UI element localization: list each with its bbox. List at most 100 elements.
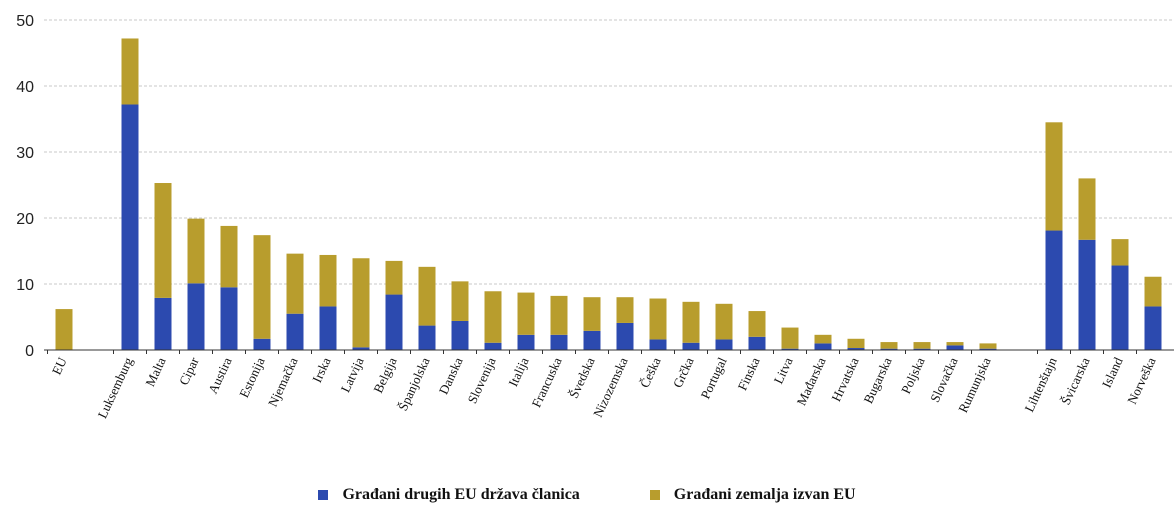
y-tick-label: 0: [25, 343, 34, 360]
x-tick-label: Cipar: [176, 354, 202, 387]
y-tick-label: 10: [16, 277, 34, 294]
bar-non-eu-citizens-13: [517, 292, 535, 335]
bar-non-eu-citizens-22: [814, 334, 832, 344]
x-tick-label: Danska: [436, 355, 466, 397]
x-tick-label: EU: [49, 354, 70, 377]
x-tick-label: Švicarska: [1058, 355, 1093, 407]
bar-non-eu-citizens-18: [682, 301, 700, 343]
bar-eu-citizens-13: [517, 334, 535, 350]
bar-non-eu-citizens-10: [418, 266, 436, 326]
gridlines: [44, 19, 1174, 285]
x-tick-label: Hrvatska: [828, 355, 862, 404]
x-tick-label: Češka: [637, 355, 664, 390]
bar-non-eu-citizens-2: [154, 183, 172, 298]
bar-non-eu-citizens-26: [946, 342, 964, 346]
bar-non-eu-citizens-3: [187, 218, 205, 284]
bar-eu-citizens-30: [1111, 265, 1129, 350]
bar-non-eu-citizens-23: [847, 338, 865, 349]
bar-non-eu-citizens-8: [352, 258, 370, 348]
x-tick-label: Austira: [205, 355, 235, 396]
bar-non-eu-citizens-30: [1111, 239, 1129, 266]
bar-eu-citizens-19: [715, 339, 733, 350]
bar-eu-citizens-26: [946, 345, 964, 350]
legend-label-eu-citizens: Građani drugih EU država članica: [342, 486, 580, 503]
bar-eu-citizens-3: [187, 283, 205, 350]
x-tick-label: Finska: [734, 355, 762, 393]
x-axis-tick-labels: EU Luksemburg Malta Cipar Austira EstonijaNje…: [47, 350, 1159, 421]
y-tick-label: 50: [16, 13, 34, 30]
x-tick-label: Irska: [309, 355, 334, 385]
bar-non-eu-citizens-7: [319, 254, 337, 307]
legend: Građani drugih EU država članica Građani…: [0, 486, 1174, 504]
bar-non-eu-citizens-9: [385, 260, 403, 295]
legend-item-non-eu-citizens: Građani zemalja izvan EU: [649, 486, 856, 504]
bar-non-eu-citizens-6: [286, 253, 304, 314]
x-tick-label: Rumunjska: [955, 355, 994, 415]
bar-eu-citizens-14: [550, 334, 568, 350]
bar-eu-citizens-31: [1144, 306, 1162, 350]
bar-non-eu-citizens-0: [55, 309, 73, 350]
x-tick-label: Francuska: [529, 355, 565, 410]
bars: [55, 38, 1162, 350]
x-tick-label: Slovačka: [927, 355, 961, 405]
bar-non-eu-citizens-15: [583, 297, 601, 331]
x-tick-label: Bugarska: [860, 355, 894, 406]
bar-non-eu-citizens-17: [649, 298, 667, 340]
bar-non-eu-citizens-20: [748, 311, 766, 337]
bar-eu-citizens-12: [484, 342, 502, 350]
x-tick-label: Island: [1099, 354, 1126, 390]
legend-label-non-eu-citizens: Građani zemalja izvan EU: [673, 486, 856, 503]
x-tick-label: Mađarska: [793, 355, 828, 408]
bar-eu-citizens-5: [253, 338, 271, 350]
bar-eu-citizens-23: [847, 348, 865, 350]
x-tick-label: Lihtenštajn: [1021, 354, 1060, 414]
bar-non-eu-citizens-24: [880, 342, 898, 349]
y-axis-tick-labels: 0 10 20 30 40 50: [16, 13, 34, 360]
y-tick-label: 20: [16, 211, 34, 228]
bar-eu-citizens-29: [1078, 239, 1096, 350]
x-tick-label: Slovenija: [464, 355, 498, 406]
stacked-bar-chart: 0 10 20 30 40 50 EU Luksemburg Malta Cipar Austir…: [16, 13, 1174, 421]
bar-eu-citizens-20: [748, 336, 766, 350]
x-tick-label: Njemačka: [265, 355, 301, 409]
bar-eu-citizens-24: [880, 348, 898, 350]
bar-non-eu-citizens-29: [1078, 178, 1096, 240]
x-tick-label: Litva: [771, 355, 796, 386]
x-tick-label: Portugal: [698, 355, 730, 402]
bar-eu-citizens-21: [781, 348, 799, 350]
bar-eu-citizens-28: [1045, 230, 1063, 350]
legend-swatch-eu-citizens: [318, 490, 329, 500]
bar-non-eu-citizens-4: [220, 225, 238, 288]
x-tick-label: Španjolska: [395, 355, 433, 413]
y-tick-label: 30: [16, 145, 34, 162]
bar-non-eu-citizens-5: [253, 235, 271, 339]
bar-eu-citizens-6: [286, 313, 304, 350]
bar-eu-citizens-7: [319, 306, 337, 350]
legend-item-eu-citizens: Građani drugih EU država članica: [318, 486, 580, 504]
bar-non-eu-citizens-31: [1144, 276, 1162, 307]
bar-eu-citizens-17: [649, 339, 667, 350]
x-tick-label: Luksemburg: [94, 354, 135, 420]
bar-eu-citizens-15: [583, 330, 601, 350]
bar-eu-citizens-10: [418, 325, 436, 350]
bar-eu-citizens-9: [385, 294, 403, 350]
bar-non-eu-citizens-28: [1045, 122, 1063, 231]
x-tick-label: Latvija: [338, 355, 367, 395]
x-tick-label: Grčka: [670, 355, 697, 390]
y-tick-label: 40: [16, 79, 34, 96]
x-tick-label: Belgija: [370, 355, 400, 396]
bar-eu-citizens-11: [451, 320, 469, 350]
bar-non-eu-citizens-12: [484, 291, 502, 343]
x-tick-label: Italija: [505, 355, 532, 389]
bar-eu-citizens-27: [979, 348, 997, 350]
x-tick-label: Poljska: [898, 355, 928, 396]
bar-eu-citizens-8: [352, 347, 370, 350]
bar-non-eu-citizens-25: [913, 342, 931, 349]
bar-eu-citizens-25: [913, 348, 931, 350]
bar-non-eu-citizens-16: [616, 297, 634, 323]
x-tick-label: Malta: [142, 355, 169, 389]
bar-eu-citizens-1: [121, 104, 139, 350]
x-tick-label: Norveška: [1124, 355, 1159, 407]
bar-eu-citizens-4: [220, 287, 238, 350]
bar-eu-citizens-18: [682, 342, 700, 350]
